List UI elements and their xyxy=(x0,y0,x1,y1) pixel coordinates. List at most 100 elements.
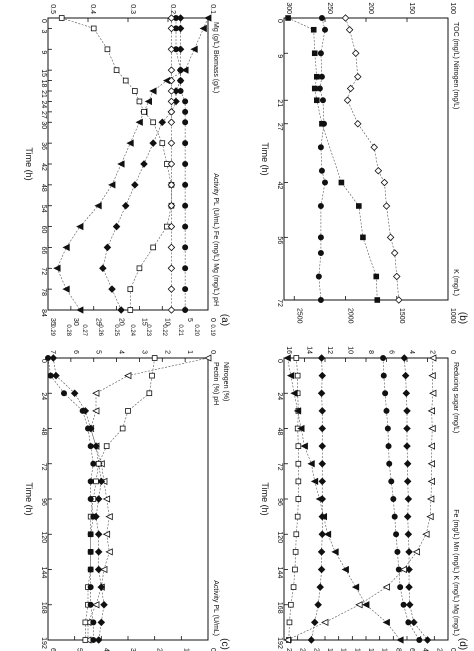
data-point xyxy=(127,286,134,292)
data-point xyxy=(319,120,325,127)
data-point xyxy=(167,97,176,106)
data-point xyxy=(318,73,325,80)
data-point xyxy=(318,371,327,380)
data-point xyxy=(94,202,102,210)
y2-tick-label: 100 xyxy=(449,2,456,14)
y-tick-label: 0 xyxy=(209,648,216,651)
data-point xyxy=(167,160,176,168)
data-point xyxy=(416,637,423,644)
data-point xyxy=(149,372,155,379)
data-point xyxy=(182,265,189,272)
y-tick-label: 60 xyxy=(49,648,56,651)
data-point xyxy=(318,459,327,468)
x-tick-label: 21 xyxy=(40,90,47,98)
data-point xyxy=(140,160,148,168)
y-tick-label: 800 xyxy=(394,648,401,651)
x-tick-label: 72 xyxy=(40,267,47,275)
data-point xyxy=(290,389,298,397)
data-point xyxy=(318,407,327,415)
data-point xyxy=(92,407,100,415)
x-tick-label: 72 xyxy=(276,299,283,307)
data-point xyxy=(403,442,411,450)
data-point xyxy=(204,354,212,362)
data-point xyxy=(94,495,103,503)
data-point xyxy=(176,45,185,54)
data-point xyxy=(182,181,189,188)
y2-tick-label: 0.1 xyxy=(209,4,216,14)
data-point xyxy=(87,548,94,555)
data-point xyxy=(295,460,302,467)
y-tick-label: 50 xyxy=(76,648,83,651)
data-point xyxy=(382,202,391,210)
data-point xyxy=(429,389,437,397)
data-point xyxy=(331,548,339,556)
data-point xyxy=(319,512,328,521)
data-point xyxy=(345,25,354,34)
data-point xyxy=(290,584,297,590)
series-line xyxy=(87,357,209,640)
y2-tick-label: 200 xyxy=(367,2,374,14)
right-legend: Pectin (%) pH xyxy=(212,362,219,405)
x-tick-label: 24 xyxy=(40,101,47,109)
y-tick-label: 1000 xyxy=(449,308,456,324)
series-line xyxy=(56,17,209,311)
y-tick-label: 400 xyxy=(422,648,429,651)
data-point xyxy=(104,46,111,53)
data-point xyxy=(321,26,328,33)
x-tick-label: 144 xyxy=(276,567,283,579)
data-point xyxy=(403,424,411,433)
y2-tick-label: 0 xyxy=(209,350,216,354)
y2-tick-label: 4 xyxy=(408,350,415,354)
panel-b: 0 9 21 27 42 56 72 Time (h) 1000 1500 2000 2500 100 1… xyxy=(260,2,468,324)
data-point xyxy=(318,424,327,433)
y-tick-label: 1600 xyxy=(340,648,347,651)
x-tick-label: 192 xyxy=(40,637,47,649)
x-tick-label: 72 xyxy=(276,463,283,471)
data-point xyxy=(167,118,176,127)
data-point xyxy=(204,14,212,22)
series-line xyxy=(345,17,400,301)
data-point xyxy=(167,306,176,314)
y2-tick-label: 0.4 xyxy=(89,4,96,14)
data-point xyxy=(293,355,300,361)
data-point xyxy=(112,222,121,231)
x-tick-label: 78 xyxy=(40,288,47,296)
x-tick-label: 0 xyxy=(40,359,47,363)
data-point xyxy=(341,14,350,22)
data-point xyxy=(293,407,302,415)
y-tick-label: 10 xyxy=(182,648,189,651)
data-point xyxy=(159,140,166,146)
top-legend: Nitrogen (%) xyxy=(222,362,229,401)
y2-tick-label: 14 xyxy=(306,346,313,354)
data-point xyxy=(385,443,392,450)
data-point xyxy=(390,495,397,502)
data-point xyxy=(374,297,381,303)
data-point xyxy=(94,565,103,574)
data-point xyxy=(402,389,411,398)
series-line xyxy=(287,17,378,301)
x-tick-label: 30 xyxy=(40,121,47,129)
data-point xyxy=(87,531,94,538)
data-point xyxy=(294,513,301,520)
data-point xyxy=(356,203,362,209)
data-point xyxy=(428,371,436,380)
data-point xyxy=(310,26,317,33)
data-point xyxy=(380,354,387,361)
y-tick-label: 600 xyxy=(408,648,415,651)
data-point xyxy=(354,119,362,128)
data-point xyxy=(317,249,324,256)
y3-tick-label: 0.21 xyxy=(177,324,183,336)
data-point xyxy=(295,478,302,485)
data-point xyxy=(70,389,79,398)
data-point xyxy=(87,584,94,591)
y-tick-label: 1500 xyxy=(398,308,405,324)
plot-frame xyxy=(283,357,449,641)
data-point xyxy=(412,548,420,556)
y-tick-label: 1000 xyxy=(381,648,388,651)
data-point xyxy=(401,371,410,380)
series-line xyxy=(382,357,420,641)
y2-tick-label: 150 xyxy=(408,2,415,14)
y3-tick-label: 0.23 xyxy=(145,324,151,336)
